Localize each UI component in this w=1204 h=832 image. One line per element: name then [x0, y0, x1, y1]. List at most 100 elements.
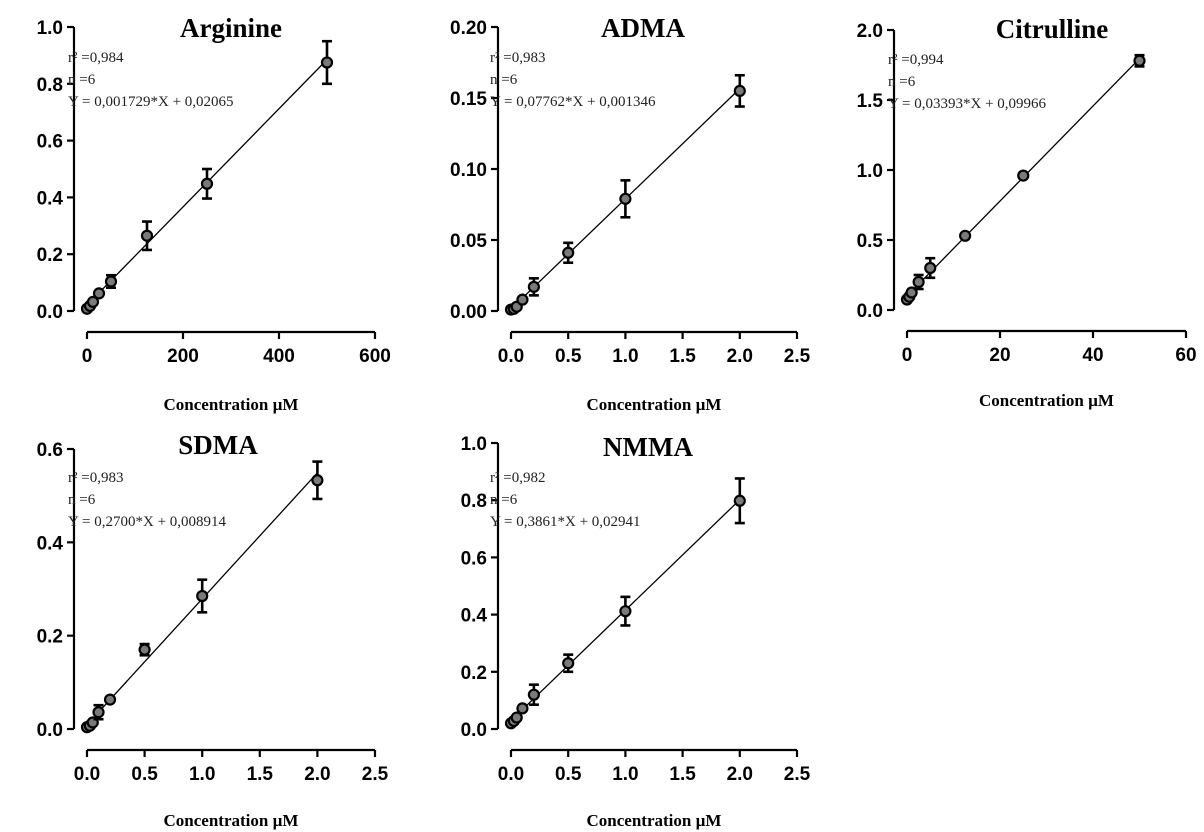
y-tick-label: 0.0 — [37, 302, 63, 323]
data-point — [103, 693, 117, 706]
data-point — [140, 229, 154, 242]
x-tick-label: 1.5 — [669, 346, 696, 367]
data-point — [959, 229, 972, 242]
y-tick-label: 0.0 — [857, 301, 883, 322]
data-point — [510, 711, 523, 724]
data-point — [516, 702, 529, 715]
data-point — [86, 295, 100, 309]
y-tick-label: 0.20 — [450, 18, 487, 39]
stats-annotation: n =6 — [68, 492, 96, 508]
x-tick-label: 2.5 — [784, 764, 811, 785]
stats-annotation: Y = 0,2700*X + 0,008914 — [68, 514, 227, 530]
y-tick-label: 0.4 — [37, 188, 64, 209]
x-tick-label: 0.5 — [555, 764, 582, 785]
data-point — [527, 280, 540, 293]
data-point — [562, 657, 575, 670]
y-tick-label: 0.00 — [450, 302, 487, 323]
y-tick-label: 0.2 — [37, 245, 63, 266]
stats-annotation: r² =0,983 — [490, 50, 545, 66]
x-tick-label: 200 — [167, 346, 199, 367]
y-tick-label: 1.0 — [461, 434, 487, 455]
stats-annotation: n =6 — [490, 72, 518, 88]
panel-title: SDMA — [178, 430, 258, 460]
data-point — [924, 261, 937, 275]
data-point — [733, 84, 746, 98]
panel-title: ADMA — [601, 13, 685, 43]
x-tick-label: 2.5 — [784, 346, 811, 367]
y-tick-label: 0.2 — [37, 627, 63, 648]
x-tick-label: 1.0 — [612, 346, 638, 367]
y-tick-label: 0.6 — [37, 440, 63, 461]
x-tick-label: 1.0 — [189, 764, 215, 785]
stats-annotation: r² =0,983 — [68, 470, 123, 486]
panel-title: Arginine — [180, 13, 282, 43]
stats-annotation: Y = 0,3861*X + 0,02941 — [490, 514, 641, 530]
y-tick-label: 0.0 — [461, 720, 487, 741]
x-tick-label: 600 — [359, 346, 391, 367]
stats-annotation: n =6 — [68, 72, 96, 88]
data-point — [138, 643, 151, 656]
y-tick-label: 1.0 — [37, 18, 63, 39]
y-tick-label: 0.10 — [450, 160, 487, 181]
x-tick-label: 2.0 — [727, 764, 753, 785]
stats-annotation: Y = 0,03393*X + 0,09966 — [888, 96, 1047, 112]
data-point — [200, 177, 214, 190]
chart-panel-adma: 0.00 0.05 0.10 0.15 0.20 0.0 0.5 1.0 1.5 2.0 2.5 Co… — [450, 13, 811, 414]
y-tick-label: 0.8 — [37, 75, 63, 96]
stats-annotation: Y = 0,07762*X + 0,001346 — [490, 94, 656, 110]
x-tick-label: 20 — [989, 345, 1010, 366]
x-tick-label: 1.0 — [612, 764, 638, 785]
y-tick-label: 0.5 — [857, 231, 884, 252]
x-tick-label: 0.5 — [131, 764, 158, 785]
y-tick-label: 0.8 — [461, 491, 487, 512]
x-axis-title: Concentration µM — [587, 395, 722, 414]
y-tick-label: 2.0 — [857, 21, 883, 42]
stats-annotation: r² =0,984 — [68, 50, 124, 66]
stats-annotation: n =6 — [490, 492, 518, 508]
data-point — [516, 293, 529, 306]
panel-title: NMMA — [603, 432, 693, 462]
data-point — [619, 192, 632, 205]
y-tick-label: 0.15 — [450, 89, 487, 110]
data-point — [104, 275, 118, 288]
data-point — [196, 589, 209, 603]
data-point — [912, 275, 925, 289]
panel-title: Citrulline — [996, 14, 1109, 44]
data-point — [92, 287, 106, 300]
x-tick-label: 0.0 — [498, 764, 524, 785]
chart-panel-arginine: 0.0 0.2 0.4 0.6 0.8 1.0 0 200 400 600 Concentratio… — [37, 13, 391, 414]
chart-panel-citrulline: 0.0 0.5 1.0 1.5 2.0 0 20 40 60 Concentration µM Ci… — [857, 14, 1197, 410]
stats-annotation: r² =0,994 — [888, 52, 944, 68]
x-axis-title: Concentration µM — [587, 811, 722, 830]
y-tick-label: 1.0 — [857, 161, 883, 182]
chart-panel-sdma: 0.0 0.2 0.4 0.6 0.0 0.5 1.0 1.5 2.0 2.5 Concentrat… — [37, 430, 389, 830]
data-point — [1133, 54, 1146, 67]
y-tick-label: 0.05 — [450, 231, 487, 252]
x-tick-label: 0 — [82, 346, 93, 367]
x-tick-label: 60 — [1175, 345, 1196, 366]
data-point — [92, 706, 105, 719]
x-tick-label: 1.5 — [247, 764, 274, 785]
y-tick-label: 1.5 — [857, 91, 884, 112]
y-tick-label: 0.4 — [37, 533, 64, 554]
x-tick-label: 1.5 — [669, 764, 696, 785]
chart-panel-nmma: 0.0 0.2 0.4 0.6 0.8 1.0 0.0 0.5 1.0 1.5 2.0 2.5 Conc… — [461, 432, 811, 830]
data-point — [320, 56, 334, 69]
y-tick-label: 0.6 — [461, 548, 487, 569]
x-tick-label: 400 — [263, 346, 295, 367]
y-tick-label: 0.2 — [461, 663, 487, 684]
data-point — [619, 605, 632, 618]
y-tick-label: 0.0 — [37, 720, 63, 741]
x-tick-label: 2.0 — [304, 764, 330, 785]
stats-annotation: n =6 — [888, 74, 916, 90]
data-point — [1017, 169, 1030, 182]
x-tick-label: 0.0 — [74, 764, 100, 785]
data-point — [562, 246, 575, 259]
x-tick-label: 0.0 — [498, 346, 524, 367]
x-axis-title: Concentration µM — [979, 391, 1114, 410]
x-tick-label: 0.5 — [555, 346, 582, 367]
y-tick-label: 0.4 — [461, 606, 488, 627]
data-point — [527, 688, 540, 701]
x-axis-title: Concentration µM — [164, 395, 299, 414]
